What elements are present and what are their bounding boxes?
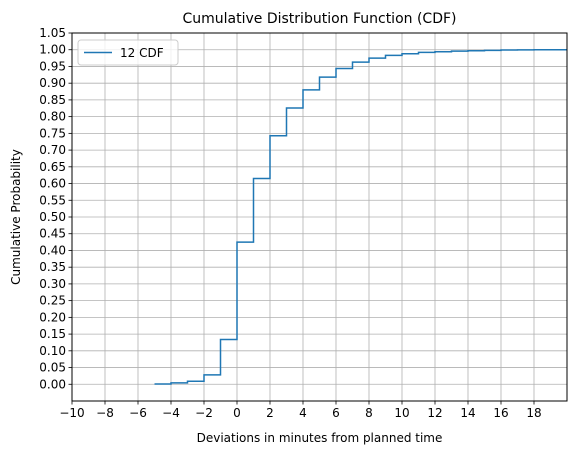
- x-tick-label: −6: [129, 406, 147, 420]
- y-tick-label: 0.70: [39, 143, 66, 157]
- chart-title: Cumulative Distribution Function (CDF): [182, 11, 456, 27]
- x-tick-label: 8: [365, 406, 373, 420]
- y-tick-label: 0.30: [39, 277, 66, 291]
- y-tick-label: 0.80: [39, 110, 66, 124]
- legend: 12 CDF: [78, 40, 178, 65]
- y-tick-label: 0.65: [39, 160, 66, 174]
- y-tick-label: 0.25: [39, 294, 66, 308]
- x-tick-label: 14: [460, 406, 475, 420]
- y-tick-label: 1.00: [39, 43, 66, 57]
- y-axis-label: Cumulative Probability: [9, 149, 23, 285]
- y-tick-label: 0.60: [39, 177, 66, 191]
- x-axis-label: Deviations in minutes from planned time: [197, 431, 443, 445]
- y-tick-label: 0.20: [39, 310, 66, 324]
- x-tick-label: 10: [394, 406, 409, 420]
- x-tick-label: 4: [299, 406, 307, 420]
- y-tick-label: 0.05: [39, 361, 66, 375]
- y-tick-label: 0.35: [39, 260, 66, 274]
- y-tick-label: 0.15: [39, 327, 66, 341]
- x-tick-label: 16: [493, 406, 508, 420]
- y-tick-label: 0.50: [39, 210, 66, 224]
- x-tick-label: −8: [96, 406, 114, 420]
- y-tick-label: 0.55: [39, 193, 66, 207]
- x-tick-label: −4: [162, 406, 180, 420]
- x-tick-label: 6: [332, 406, 340, 420]
- x-tick-label: 0: [233, 406, 241, 420]
- y-tick-label: 0.00: [39, 377, 66, 391]
- x-tick-label: −10: [59, 406, 84, 420]
- y-tick-label: 0.45: [39, 227, 66, 241]
- x-tick-label: 18: [526, 406, 541, 420]
- y-tick-label: 1.05: [39, 26, 66, 40]
- x-tick-label: 2: [266, 406, 274, 420]
- y-tick-label: 0.75: [39, 126, 66, 140]
- legend-entry-label: 12 CDF: [120, 46, 164, 60]
- y-tick-label: 0.10: [39, 344, 66, 358]
- x-tick-label: 12: [427, 406, 442, 420]
- x-tick-label: −2: [195, 406, 213, 420]
- y-tick-label: 0.85: [39, 93, 66, 107]
- y-tick-label: 0.90: [39, 76, 66, 90]
- y-tick-label: 0.95: [39, 59, 66, 73]
- y-tick-label: 0.40: [39, 243, 66, 257]
